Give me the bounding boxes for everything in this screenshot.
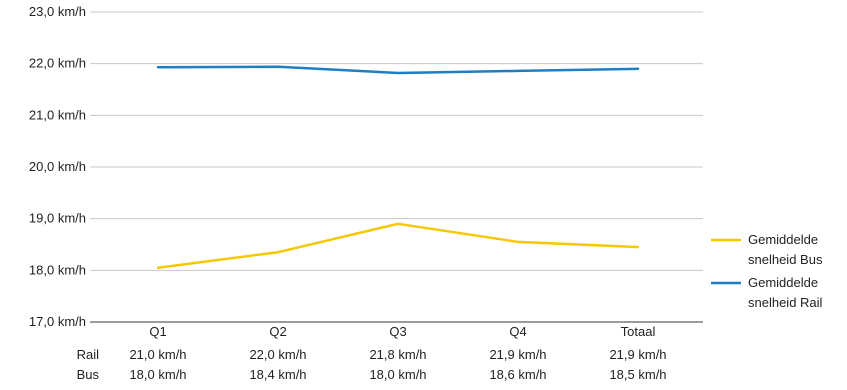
x-tick-label: Q4 <box>509 324 526 339</box>
data-table: Rail 21,0 km/h 22,0 km/h 21,8 km/h 21,9 km/h… <box>77 347 667 382</box>
table-cell: 21,9 km/h <box>609 347 666 362</box>
table-cell: 21,8 km/h <box>369 347 426 362</box>
x-tick-label: Q1 <box>149 324 166 339</box>
table-cell: 18,4 km/h <box>249 367 306 382</box>
y-tick-label: 22,0 km/h <box>29 56 86 71</box>
y-axis-tick-labels: 17,0 km/h 18,0 km/h 19,0 km/h 20,0 km/h 21,0… <box>29 4 86 329</box>
y-tick-label: 19,0 km/h <box>29 211 86 226</box>
series-line-bus <box>156 222 640 269</box>
table-cell: 18,0 km/h <box>129 367 186 382</box>
y-tick-label: 21,0 km/h <box>29 107 86 122</box>
table-row-label: Rail <box>77 347 100 362</box>
data-series <box>156 65 640 269</box>
x-axis-category-labels: Q1 Q2 Q3 Q4 Totaal <box>149 324 655 339</box>
y-tick-label: 17,0 km/h <box>29 314 86 329</box>
table-cell: 18,5 km/h <box>609 367 666 382</box>
table-cell: 22,0 km/h <box>249 347 306 362</box>
y-tick-label: 20,0 km/h <box>29 159 86 174</box>
y-tick-label: 23,0 km/h <box>29 4 86 19</box>
legend-label: Gemiddelde <box>748 275 818 290</box>
gridlines <box>90 11 703 323</box>
x-tick-label: Q2 <box>269 324 286 339</box>
x-tick-label: Q3 <box>389 324 406 339</box>
table-cell: 21,9 km/h <box>489 347 546 362</box>
legend: Gemiddelde snelheid Bus Gemiddelde snelheid… <box>711 232 823 310</box>
legend-label: Gemiddelde <box>748 232 818 247</box>
legend-label: snelheid Bus <box>748 252 823 267</box>
table-cell: 18,0 km/h <box>369 367 426 382</box>
legend-label: snelheid Rail <box>748 295 823 310</box>
table-cell: 21,0 km/h <box>129 347 186 362</box>
x-tick-label: Totaal <box>621 324 656 339</box>
series-line-rail <box>156 65 640 75</box>
table-row-label: Bus <box>77 367 100 382</box>
y-tick-label: 18,0 km/h <box>29 262 86 277</box>
table-cell: 18,6 km/h <box>489 367 546 382</box>
